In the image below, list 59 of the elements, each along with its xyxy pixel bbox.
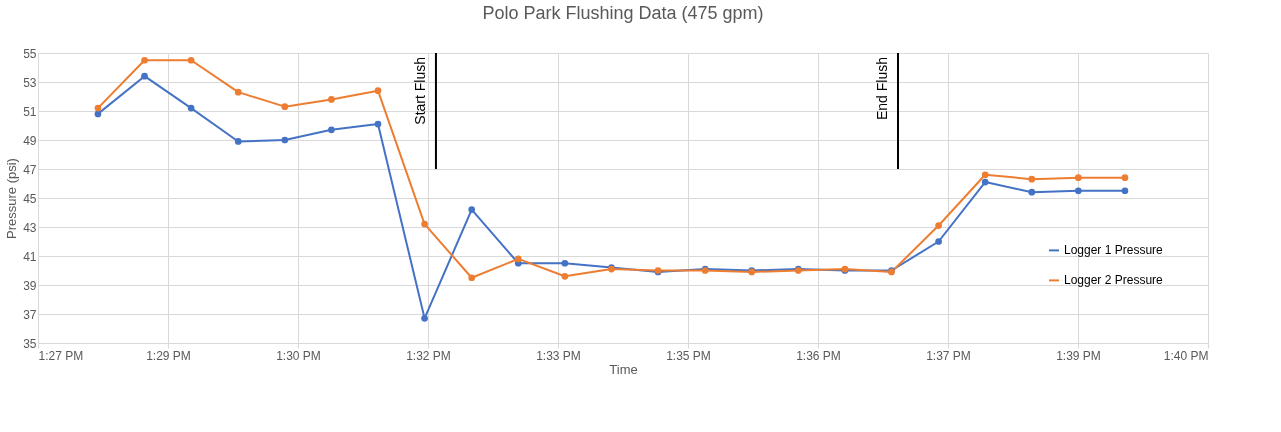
point [561, 259, 569, 267]
point [1121, 187, 1129, 195]
y-tick-label: 51 [23, 104, 37, 119]
y-tick-label: 43 [23, 220, 37, 235]
y-tick-label: 53 [23, 75, 37, 90]
point [94, 110, 102, 118]
y-tick-label: 49 [23, 133, 37, 148]
point [328, 96, 335, 103]
y-tick-label: 55 [23, 46, 37, 61]
point [281, 103, 289, 110]
x-tick-label: 1:32 PM [406, 348, 451, 363]
point [141, 56, 148, 64]
point [187, 104, 195, 112]
point [141, 72, 148, 80]
point [981, 171, 989, 179]
x-axis-title: Time [609, 361, 638, 377]
y-tick-label: 47 [23, 162, 37, 177]
point [935, 238, 942, 245]
x-tick-label: 1:30 PM [276, 348, 321, 363]
point [468, 274, 476, 282]
point [468, 206, 476, 213]
x-tick-label: 1:27 PM [38, 348, 84, 363]
ref-line-label: Start Flush [411, 57, 428, 125]
x-tick-label: 1:37 PM [926, 348, 971, 363]
point [94, 104, 102, 112]
chart-title: Polo Park Flushing Data (475 gpm) [482, 3, 764, 23]
point [1075, 174, 1082, 182]
point [1028, 175, 1036, 183]
ref-line-label: End Flush [873, 57, 890, 121]
legend-label: Logger 1 Pressure [1064, 243, 1164, 258]
x-tick-label: 1:35 PM [666, 348, 711, 363]
legend-label: Logger 2 Pressure [1064, 273, 1164, 288]
point [1028, 188, 1036, 196]
point [514, 255, 522, 263]
point [234, 138, 242, 145]
x-tick-label: 1:40 PM [1163, 348, 1209, 363]
x-tick-label: 1:36 PM [796, 348, 841, 363]
point [1075, 187, 1082, 195]
point [281, 136, 289, 144]
x-tick-label: 1:39 PM [1056, 348, 1101, 363]
y-tick-label: 35 [23, 336, 37, 351]
x-tick-label: 1:29 PM [146, 348, 191, 363]
point [981, 178, 989, 186]
point [328, 126, 335, 134]
y-tick-label: 39 [23, 278, 37, 293]
point [561, 272, 569, 280]
x-tick-label: 1:33 PM [536, 348, 581, 363]
point [421, 315, 428, 322]
y-tick-label: 45 [23, 191, 37, 206]
point [421, 220, 428, 228]
y-axis-title: Pressure (psi) [4, 158, 20, 239]
point [935, 222, 942, 229]
point [374, 120, 382, 128]
point [234, 88, 242, 96]
point [374, 87, 382, 95]
point [1121, 174, 1129, 182]
y-tick-label: 37 [23, 307, 37, 322]
y-tick-label: 41 [23, 249, 37, 264]
point [187, 56, 195, 64]
